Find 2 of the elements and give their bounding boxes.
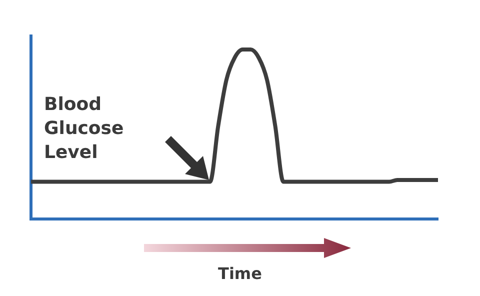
y-axis-title: Blood Glucose Level (44, 93, 125, 165)
x-axis-title: Time (217, 264, 263, 283)
